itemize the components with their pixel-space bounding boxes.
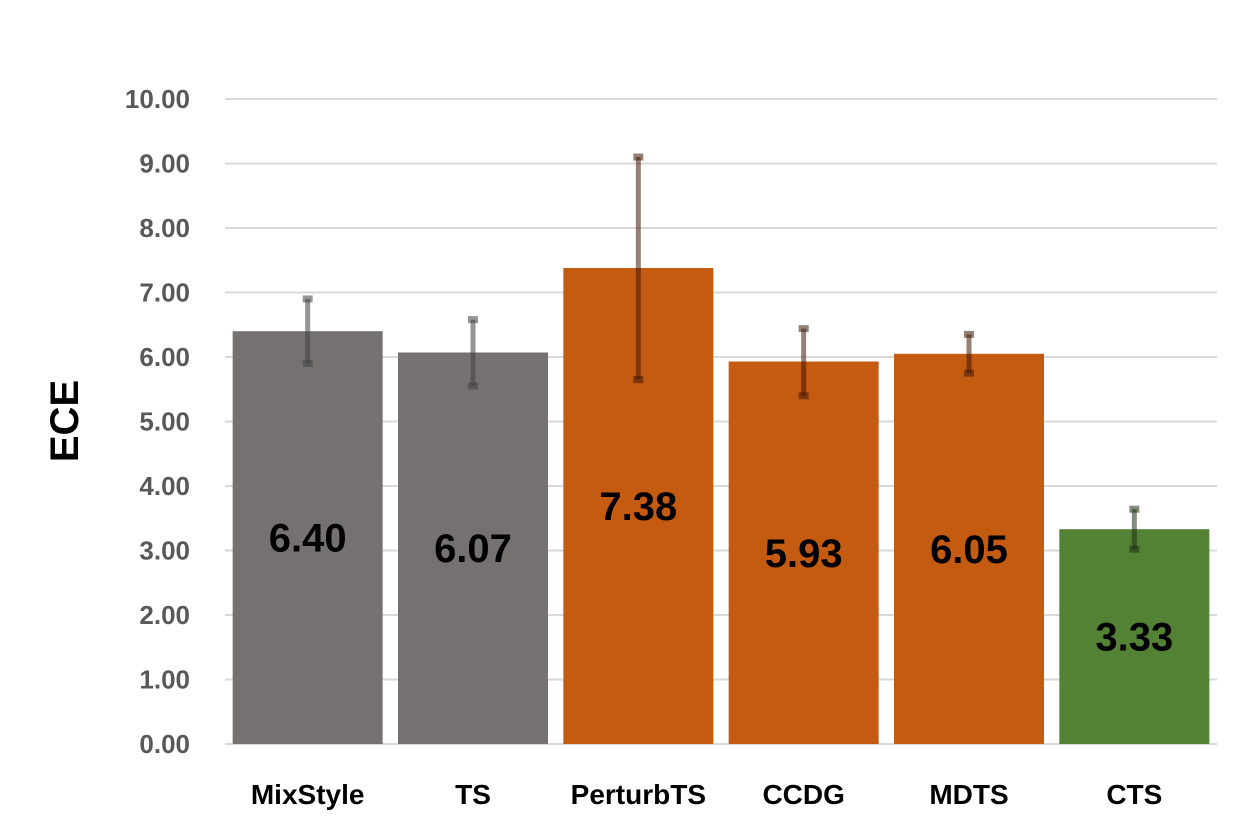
y-tick-label: 2.00 [139,600,190,630]
bar-mixstyle [232,331,383,744]
y-tick-label: 10.00 [125,84,190,114]
labels: 0.00 1.00 2.00 3.00 4.00 5.00 6.00 7.00 8.00 9.00… [125,84,1173,810]
x-tick-label: CCDG [762,779,844,810]
y-tick-label: 5.00 [139,407,190,437]
bar-ccdg [728,361,879,744]
data-label: 3.33 [1095,616,1173,660]
data-label: 6.40 [269,517,347,561]
bar-cts [1059,529,1210,744]
x-tick-label: PerturbTS [571,779,706,810]
bars [232,267,1210,744]
y-tick-label: 3.00 [139,536,190,566]
y-tick-label: 8.00 [139,213,190,243]
x-tick-label: TS [455,779,491,810]
x-tick-label: CTS [1106,779,1162,810]
y-tick-label: 0.00 [139,729,190,759]
data-label: 5.93 [765,532,843,576]
y-tick-label: 9.00 [139,149,190,179]
y-tick-label: 4.00 [139,471,190,501]
data-label: 6.07 [434,527,512,571]
y-axis-title: ECE [43,380,87,462]
data-label: 6.05 [930,528,1008,572]
grid [225,98,1217,745]
y-tick-label: 1.00 [139,665,190,695]
data-label: 7.38 [599,485,677,529]
x-tick-label: MDTS [929,779,1008,810]
y-tick-label: 6.00 [139,342,190,372]
bar-ts [398,352,548,744]
y-tick-label: 7.00 [139,278,190,308]
bar-mdts [894,353,1044,744]
error-bars [302,153,1140,553]
x-tick-label: MixStyle [251,779,365,810]
